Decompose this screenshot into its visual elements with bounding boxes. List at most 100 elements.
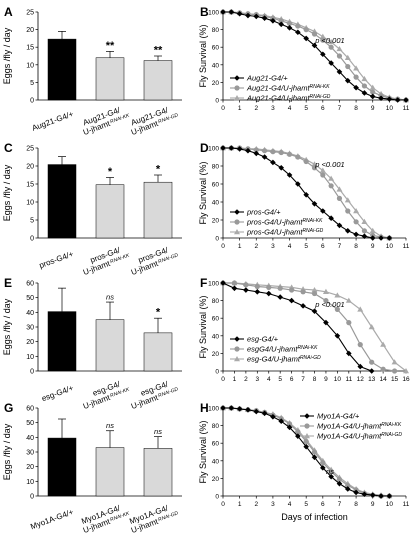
data-point <box>323 319 329 326</box>
data-point <box>378 235 384 241</box>
legend-sup: RNAi-GD <box>310 94 331 100</box>
x-tick-label: 11 <box>403 243 410 250</box>
legend-entry: pros-G4/+ <box>246 208 281 217</box>
y-tick-label: 80 <box>212 27 220 34</box>
y-tick-label: 60 <box>26 281 34 288</box>
significance-annotation: p <0.001 <box>314 36 344 45</box>
data-point <box>328 473 334 480</box>
x-tick-label: 8 <box>313 376 317 383</box>
data-point <box>353 208 360 214</box>
data-point <box>270 414 276 420</box>
y-tick-label: 40 <box>26 310 34 317</box>
data-point <box>311 165 318 171</box>
data-point <box>253 150 260 157</box>
survival-panel-B: B Fly Survival (%) 0 20 40 60 80 100 0 1 2 3 4 5 6 7 8 9 1… <box>198 5 410 112</box>
y-axis-label: Eggs /fly / day <box>2 27 12 84</box>
bar <box>47 38 77 101</box>
y-tick-label: 80 <box>212 298 220 305</box>
data-point <box>361 491 368 498</box>
x-tick-label: 1 <box>238 243 242 250</box>
x-tick-label: 10 <box>386 501 394 508</box>
y-tick-label: 60 <box>212 316 220 323</box>
data-point <box>243 287 249 293</box>
y-tick-label: 20 <box>212 476 220 483</box>
panel-letter-C: C <box>4 141 13 155</box>
data-point <box>380 366 386 372</box>
data-point <box>353 219 359 225</box>
panel-letter-A: A <box>4 5 13 19</box>
data-point <box>328 60 334 66</box>
data-point <box>253 408 260 415</box>
data-point <box>319 167 326 173</box>
data-point <box>380 341 387 347</box>
category-label: Myo1A-G4/+ <box>29 507 75 531</box>
legend-marker <box>304 423 310 429</box>
x-tick-label: 1 <box>233 376 237 383</box>
x-tick-label: 3 <box>271 105 275 112</box>
x-tick-label: 9 <box>324 376 328 383</box>
bar <box>95 184 125 239</box>
y-tick-label: 80 <box>212 164 220 171</box>
panel-letter-G: G <box>4 401 13 415</box>
y-tick-label: 40 <box>212 62 220 69</box>
data-point <box>266 284 272 290</box>
y-tick-label: 100 <box>208 146 219 153</box>
legend-marker <box>234 346 240 352</box>
data-point <box>278 418 285 424</box>
legend-marker <box>304 433 310 439</box>
data-point <box>334 292 341 298</box>
data-point <box>344 486 351 492</box>
data-point <box>286 421 293 427</box>
data-point <box>336 69 343 75</box>
data-point <box>336 476 343 482</box>
data-point <box>361 233 368 239</box>
data-point <box>369 492 376 498</box>
x-tick-label: 2 <box>244 376 248 383</box>
bar <box>47 437 77 497</box>
y-axis-label: Eggs /fly / day <box>2 298 12 355</box>
data-point <box>261 148 268 154</box>
legend-marker <box>234 95 240 101</box>
category-label: Aug21-G4/+ <box>31 109 75 132</box>
significance-label: * <box>156 164 161 176</box>
data-point <box>303 158 309 165</box>
y-tick-label: 25 <box>26 146 34 153</box>
category-label: Myo1A-G4/U-jhamtRNAi-KK <box>80 503 131 535</box>
x-tick-label: 0 <box>221 376 225 383</box>
data-point <box>346 320 352 326</box>
x-tick-label: 9 <box>371 105 375 112</box>
y-axis-label: Fly Survival (%) <box>198 161 208 224</box>
data-point <box>336 222 343 229</box>
y-tick-label: 60 <box>26 406 34 413</box>
data-point <box>311 287 318 293</box>
data-point <box>300 289 306 295</box>
data-point <box>334 333 341 339</box>
data-point <box>320 37 326 43</box>
data-point <box>300 303 306 309</box>
x-tick-label: 2 <box>254 501 258 508</box>
legend-sup: RNAi-GD <box>302 228 323 234</box>
data-point <box>245 147 251 154</box>
data-point <box>328 183 334 189</box>
legend-entry: Myo1A-G4/U-jhamtRNAi-GD <box>317 432 402 441</box>
y-tick-label: 0 <box>30 369 34 376</box>
panel-letter-E: E <box>4 276 12 290</box>
data-point <box>278 149 284 156</box>
category-line1: Myo1A-G4/+ <box>29 507 75 531</box>
data-point <box>278 165 285 171</box>
x-tick-label: 11 <box>345 376 352 383</box>
survival-panel-H: H Fly Survival (%) 0 20 40 60 80 100 0 1 2 3 4 5 6 7 8 9 1… <box>198 401 410 522</box>
data-point <box>228 9 235 15</box>
data-point <box>303 27 309 33</box>
legend-entry: esg-G4/+ <box>247 335 279 344</box>
data-point <box>361 83 368 89</box>
legend-marker <box>234 219 240 225</box>
y-tick-label: 60 <box>212 441 220 448</box>
data-point <box>369 93 376 100</box>
legend-marker <box>234 336 240 342</box>
x-tick-label: 13 <box>368 376 376 383</box>
x-tick-label: 7 <box>338 243 342 250</box>
bar <box>47 311 77 372</box>
legend-sup: RNAi-KK <box>381 422 402 428</box>
data-point <box>311 31 318 37</box>
